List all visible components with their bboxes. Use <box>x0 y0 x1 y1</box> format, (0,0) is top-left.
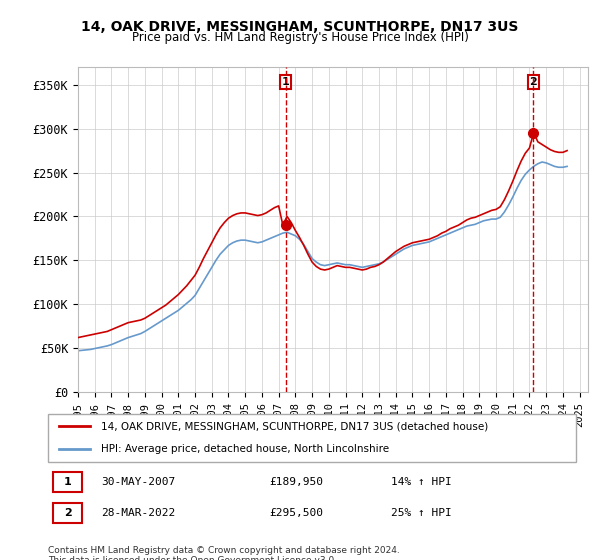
Text: 14% ↑ HPI: 14% ↑ HPI <box>391 477 452 487</box>
Text: HPI: Average price, detached house, North Lincolnshire: HPI: Average price, detached house, Nort… <box>101 444 389 454</box>
Text: 25% ↑ HPI: 25% ↑ HPI <box>391 508 452 518</box>
Text: 14, OAK DRIVE, MESSINGHAM, SCUNTHORPE, DN17 3US (detached house): 14, OAK DRIVE, MESSINGHAM, SCUNTHORPE, D… <box>101 421 488 431</box>
FancyBboxPatch shape <box>48 414 576 462</box>
Text: 14, OAK DRIVE, MESSINGHAM, SCUNTHORPE, DN17 3US: 14, OAK DRIVE, MESSINGHAM, SCUNTHORPE, D… <box>82 20 518 34</box>
Text: 1: 1 <box>282 77 290 87</box>
Text: Price paid vs. HM Land Registry's House Price Index (HPI): Price paid vs. HM Land Registry's House … <box>131 31 469 44</box>
Text: 30-MAY-2007: 30-MAY-2007 <box>101 477 175 487</box>
Text: £295,500: £295,500 <box>270 508 324 518</box>
Text: 28-MAR-2022: 28-MAR-2022 <box>101 508 175 518</box>
FancyBboxPatch shape <box>53 472 82 492</box>
Text: 2: 2 <box>529 77 537 87</box>
Text: 2: 2 <box>64 508 71 518</box>
Text: Contains HM Land Registry data © Crown copyright and database right 2024.
This d: Contains HM Land Registry data © Crown c… <box>48 546 400 560</box>
FancyBboxPatch shape <box>53 503 82 523</box>
Text: £189,950: £189,950 <box>270 477 324 487</box>
Text: 1: 1 <box>64 477 71 487</box>
